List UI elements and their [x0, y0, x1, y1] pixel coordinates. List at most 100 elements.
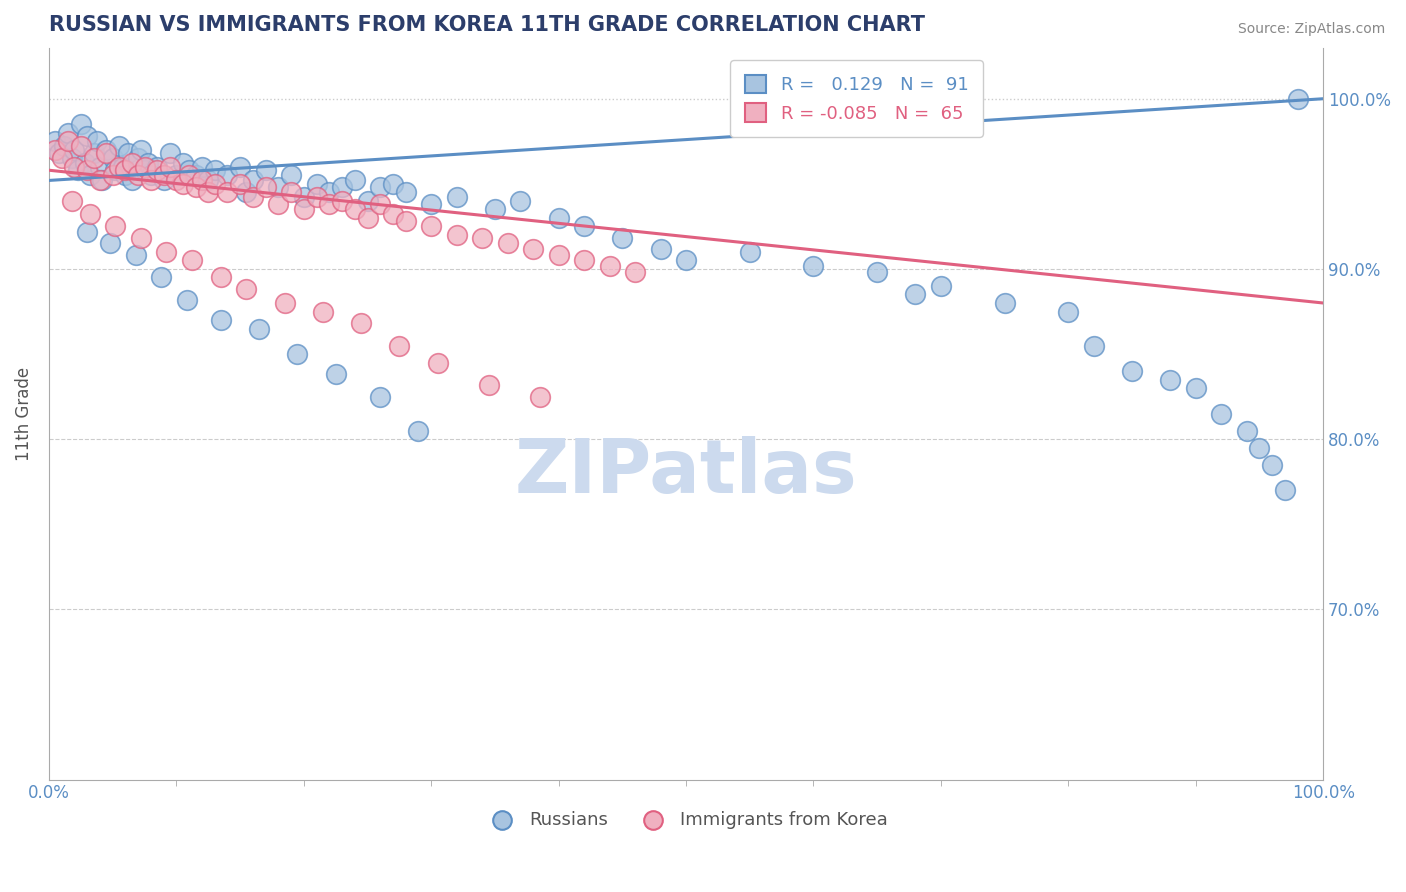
- Point: [612, 231, 634, 245]
- Point: [179, 169, 201, 183]
- Point: [83, 151, 105, 165]
- Point: [1211, 407, 1233, 421]
- Point: [496, 236, 519, 251]
- Point: [184, 180, 207, 194]
- Point: [388, 338, 411, 352]
- Point: [127, 151, 149, 165]
- Point: [44, 134, 66, 148]
- Point: [572, 219, 595, 234]
- Point: [471, 231, 494, 245]
- Point: [408, 424, 430, 438]
- Point: [56, 126, 79, 140]
- Point: [1121, 364, 1143, 378]
- Point: [91, 173, 114, 187]
- Point: [129, 143, 152, 157]
- Point: [904, 287, 927, 301]
- Point: [172, 177, 194, 191]
- Point: [446, 190, 468, 204]
- Point: [165, 173, 187, 187]
- Point: [1083, 338, 1105, 352]
- Point: [104, 163, 127, 178]
- Point: [89, 160, 111, 174]
- Point: [152, 169, 174, 183]
- Point: [650, 242, 672, 256]
- Point: [79, 169, 101, 183]
- Point: [76, 225, 98, 239]
- Point: [330, 180, 353, 194]
- Point: [420, 197, 443, 211]
- Point: [350, 317, 373, 331]
- Point: [803, 259, 825, 273]
- Point: [165, 169, 187, 183]
- Point: [96, 143, 118, 157]
- Point: [280, 186, 302, 200]
- Point: [204, 163, 226, 178]
- Text: Source: ZipAtlas.com: Source: ZipAtlas.com: [1237, 22, 1385, 37]
- Point: [312, 304, 335, 318]
- Point: [305, 190, 328, 204]
- Point: [866, 265, 889, 279]
- Point: [176, 293, 198, 307]
- Point: [79, 207, 101, 221]
- Point: [217, 186, 239, 200]
- Point: [395, 186, 418, 200]
- Point: [1057, 304, 1080, 318]
- Point: [150, 270, 173, 285]
- Point: [1159, 373, 1181, 387]
- Text: ZIPatlas: ZIPatlas: [515, 435, 858, 508]
- Point: [114, 169, 136, 183]
- Point: [1274, 483, 1296, 498]
- Point: [426, 355, 449, 369]
- Point: [994, 296, 1017, 310]
- Point: [420, 219, 443, 234]
- Point: [382, 177, 405, 191]
- Point: [60, 194, 83, 208]
- Point: [356, 211, 378, 225]
- Point: [675, 253, 697, 268]
- Point: [209, 313, 232, 327]
- Point: [134, 163, 156, 178]
- Point: [267, 197, 290, 211]
- Point: [146, 160, 169, 174]
- Point: [330, 194, 353, 208]
- Point: [305, 177, 328, 191]
- Point: [254, 163, 277, 178]
- Point: [477, 377, 499, 392]
- Point: [929, 279, 952, 293]
- Point: [108, 160, 131, 174]
- Point: [124, 248, 146, 262]
- Point: [121, 156, 143, 170]
- Point: [1184, 381, 1206, 395]
- Point: [51, 151, 73, 165]
- Point: [235, 282, 257, 296]
- Point: [73, 156, 96, 170]
- Point: [197, 173, 219, 187]
- Point: [318, 197, 340, 211]
- Point: [382, 207, 405, 221]
- Point: [96, 146, 118, 161]
- Point: [89, 173, 111, 187]
- Point: [318, 186, 340, 200]
- Point: [229, 160, 252, 174]
- Legend: Russians, Immigrants from Korea: Russians, Immigrants from Korea: [477, 804, 896, 837]
- Point: [159, 146, 181, 161]
- Point: [1236, 424, 1258, 438]
- Point: [76, 129, 98, 144]
- Point: [155, 244, 177, 259]
- Point: [209, 270, 232, 285]
- Point: [356, 194, 378, 208]
- Point: [242, 190, 264, 204]
- Point: [111, 160, 134, 174]
- Text: RUSSIAN VS IMMIGRANTS FROM KOREA 11TH GRADE CORRELATION CHART: RUSSIAN VS IMMIGRANTS FROM KOREA 11TH GR…: [49, 15, 925, 35]
- Point: [184, 169, 207, 183]
- Point: [343, 202, 366, 217]
- Point: [48, 146, 70, 161]
- Point: [599, 259, 621, 273]
- Point: [63, 160, 86, 174]
- Point: [509, 194, 531, 208]
- Point: [127, 169, 149, 183]
- Point: [104, 219, 127, 234]
- Point: [159, 160, 181, 174]
- Point: [60, 151, 83, 165]
- Point: [197, 186, 219, 200]
